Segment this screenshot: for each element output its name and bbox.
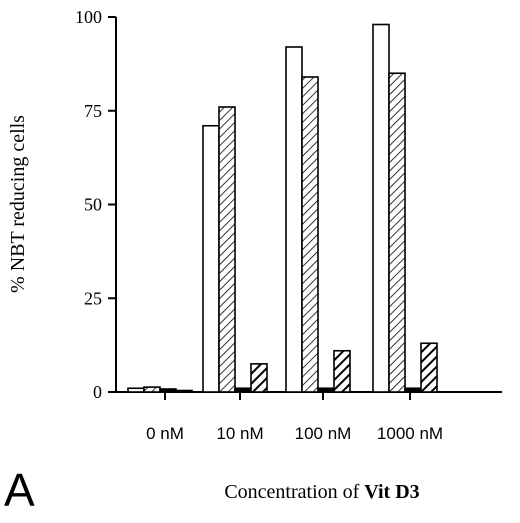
- x-tick-label: 0 nM: [146, 424, 184, 443]
- x-tick-label: 10 nM: [216, 424, 263, 443]
- bars: [127, 23, 438, 393]
- bar: [372, 23, 390, 393]
- bar: [218, 106, 236, 393]
- labels: % NBT reducing cells Concentration of Vi…: [4, 115, 420, 516]
- bar: [388, 72, 406, 393]
- bar: [317, 387, 335, 393]
- bar: [143, 386, 161, 393]
- x-axis-label-bold: Vit D3: [364, 481, 419, 503]
- y-tick-label: 25: [84, 288, 102, 308]
- bar: [404, 387, 422, 393]
- bar: [250, 363, 268, 393]
- bar: [175, 389, 193, 393]
- bar: [159, 388, 177, 393]
- bar: [333, 349, 351, 393]
- y-tick-label: 0: [93, 382, 102, 402]
- bar: [301, 76, 319, 393]
- y-tick-label: 100: [75, 7, 102, 27]
- x-axis-label: Concentration of Vit D3: [224, 481, 419, 503]
- y-tick-label: 50: [84, 195, 102, 215]
- bar: [285, 46, 303, 393]
- panel-label: A: [4, 464, 35, 516]
- x-axis-label-prefix: Concentration of: [224, 481, 364, 503]
- bar: [420, 342, 438, 393]
- y-tick-label: 75: [84, 101, 102, 121]
- bar: [127, 387, 145, 393]
- bar: [202, 124, 220, 393]
- y-axis-label: % NBT reducing cells: [7, 115, 29, 293]
- bar: [234, 387, 252, 393]
- x-tick-label: 1000 nM: [377, 424, 443, 443]
- x-tick-label: 100 nM: [295, 424, 352, 443]
